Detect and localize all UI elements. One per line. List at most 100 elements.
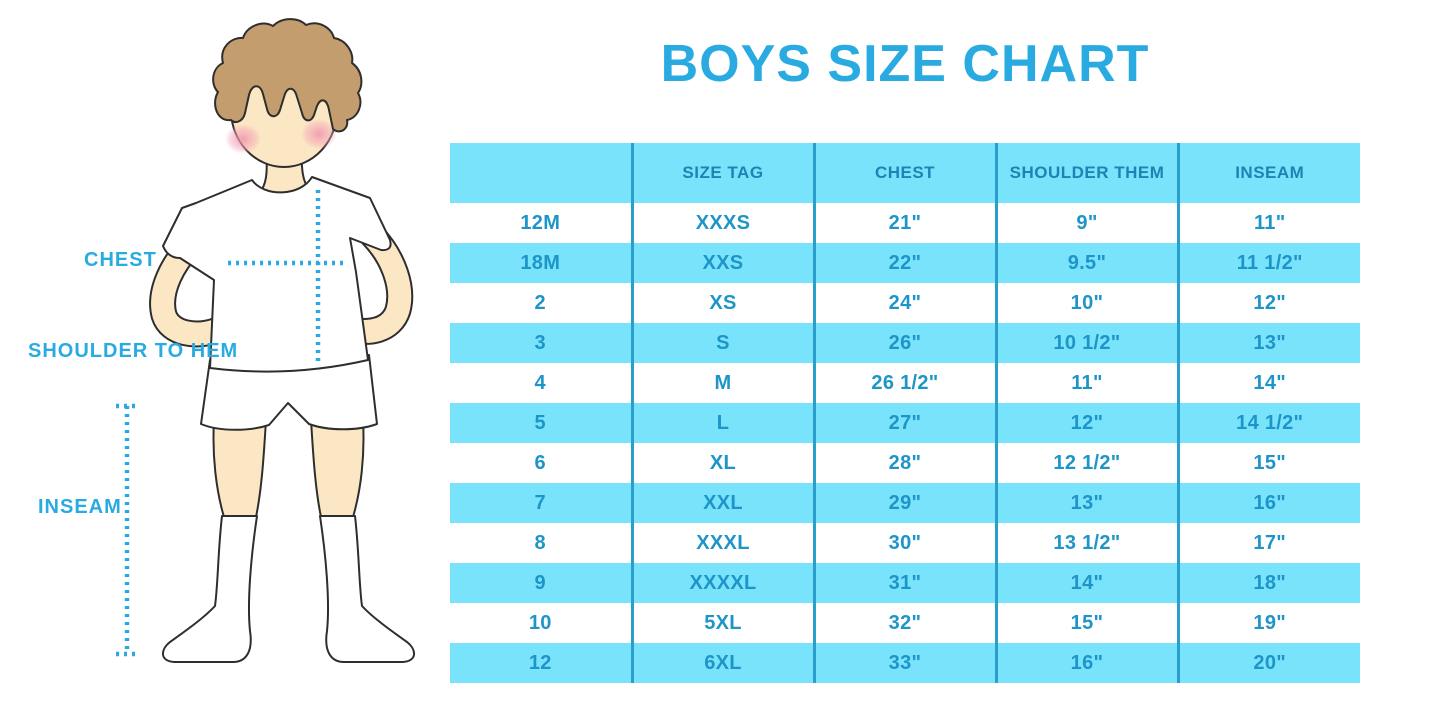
table-cell: 15" bbox=[994, 603, 1178, 643]
table-cell: 11 1/2" bbox=[1176, 243, 1360, 283]
boy-leg-left bbox=[212, 419, 268, 518]
size-table-body: 12M XXXS 21" 9" 11" 18M XXS 22" 9.5" 11 1/2" 2 XS 24… bbox=[450, 203, 1360, 683]
table-cell: 26 1/2" bbox=[812, 363, 996, 403]
table-cell: XL bbox=[630, 443, 814, 483]
table-row: 3 S 26" 10 1/2" 13" bbox=[450, 323, 1360, 363]
header-cell-0 bbox=[450, 143, 632, 203]
boy-tshirt bbox=[162, 176, 392, 373]
table-row: 18M XXS 22" 9.5" 11 1/2" bbox=[450, 243, 1360, 283]
table-cell: 29" bbox=[812, 483, 996, 523]
inseam-measure-line bbox=[116, 403, 139, 657]
size-age-cell: 18M bbox=[520, 251, 561, 274]
table-row: 12M XXXS 21" 9" 11" bbox=[450, 203, 1360, 243]
header-cell-3: SHOULDER THEM bbox=[994, 143, 1178, 203]
table-cell: 14" bbox=[994, 563, 1178, 603]
table-cell: 10" bbox=[994, 283, 1178, 323]
table-cell: 11" bbox=[994, 363, 1178, 403]
size-age-cell: 8 bbox=[534, 531, 546, 554]
table-cell: 16" bbox=[994, 643, 1178, 683]
header-cell-2: CHEST bbox=[812, 143, 996, 203]
table-row: 7 XXL 29" 13" 16" bbox=[450, 483, 1360, 523]
table-row: 8 XXXL 30" 13 1/2" 17" bbox=[450, 523, 1360, 563]
header-cell-1: SIZE TAG bbox=[630, 143, 814, 203]
size-age-cell: 4 bbox=[534, 371, 546, 394]
size-table-header: SIZE TAG CHEST SHOULDER THEM INSEAM bbox=[450, 143, 1360, 203]
table-cell: XS bbox=[630, 283, 814, 323]
table-cell: XXXXL bbox=[630, 563, 814, 603]
table-cell: 24" bbox=[812, 283, 996, 323]
table-cell: 20" bbox=[1176, 643, 1360, 683]
table-cell: M bbox=[630, 363, 814, 403]
inseam-label: INSEAM bbox=[38, 496, 122, 518]
boy-hair bbox=[212, 18, 363, 133]
size-age-cell: 10 bbox=[528, 611, 552, 634]
table-cell: 31" bbox=[812, 563, 996, 603]
table-row: 4 M 26 1/2" 11" 14" bbox=[450, 363, 1360, 403]
table-cell: L bbox=[630, 403, 814, 443]
table-cell: 27" bbox=[812, 403, 996, 443]
size-table: SIZE TAG CHEST SHOULDER THEM INSEAM 12M XXXS… bbox=[450, 143, 1360, 683]
table-cell: 12" bbox=[1176, 283, 1360, 323]
table-cell: 32" bbox=[812, 603, 996, 643]
boy-sock-right bbox=[319, 515, 415, 663]
table-cell: 11" bbox=[1176, 203, 1360, 243]
table-cell: 5XL bbox=[630, 603, 814, 643]
boy-illustration bbox=[116, 18, 415, 663]
table-cell: 6XL bbox=[630, 643, 814, 683]
boy-blush-right bbox=[301, 119, 337, 149]
boy-leg-right bbox=[309, 419, 365, 518]
table-cell: 22" bbox=[812, 243, 996, 283]
table-cell: 18" bbox=[1176, 563, 1360, 603]
table-cell: 13" bbox=[1176, 323, 1360, 363]
shoulder-to-hem-label: SHOULDER TO HEM bbox=[28, 340, 239, 362]
size-age-cell: 9 bbox=[534, 571, 546, 594]
boy-shorts bbox=[200, 354, 378, 431]
size-age-cell: 5 bbox=[534, 411, 546, 434]
size-age-cell: 12M bbox=[520, 211, 561, 234]
table-cell: 15" bbox=[1176, 443, 1360, 483]
table-cell: 14" bbox=[1176, 363, 1360, 403]
header-cell-4: INSEAM bbox=[1176, 143, 1360, 203]
table-cell: 19" bbox=[1176, 603, 1360, 643]
boy-blush-left bbox=[225, 124, 261, 154]
table-cell: 13 1/2" bbox=[994, 523, 1178, 563]
table-row: 2 XS 24" 10" 12" bbox=[450, 283, 1360, 323]
size-age-cell: 12 bbox=[528, 651, 552, 674]
table-cell: 17" bbox=[1176, 523, 1360, 563]
table-row: 5 L 27" 12" 14 1/2" bbox=[450, 403, 1360, 443]
table-row: 10 5XL 32" 15" 19" bbox=[450, 603, 1360, 643]
table-cell: 9.5" bbox=[994, 243, 1178, 283]
table-cell: 28" bbox=[812, 443, 996, 483]
chest-label: CHEST bbox=[84, 249, 157, 271]
size-age-cell: 6 bbox=[534, 451, 546, 474]
table-cell: S bbox=[630, 323, 814, 363]
table-cell: 33" bbox=[812, 643, 996, 683]
table-cell: 12 1/2" bbox=[994, 443, 1178, 483]
table-cell: XXL bbox=[630, 483, 814, 523]
table-cell: 13" bbox=[994, 483, 1178, 523]
table-row: 12 6XL 33" 16" 20" bbox=[450, 643, 1360, 683]
size-age-cell: 2 bbox=[534, 291, 546, 314]
header-row: SIZE TAG CHEST SHOULDER THEM INSEAM bbox=[450, 143, 1360, 203]
table-cell: XXS bbox=[630, 243, 814, 283]
table-cell: XXXL bbox=[630, 523, 814, 563]
table-row: 9 XXXXL 31" 14" 18" bbox=[450, 563, 1360, 603]
size-age-cell: 7 bbox=[534, 491, 546, 514]
table-cell: 26" bbox=[812, 323, 996, 363]
boy-sock-left bbox=[162, 515, 258, 663]
boy-arm-left bbox=[149, 226, 232, 348]
table-cell: 21" bbox=[812, 203, 996, 243]
table-cell: XXXS bbox=[630, 203, 814, 243]
table-cell: 9" bbox=[994, 203, 1178, 243]
table-cell: 12" bbox=[994, 403, 1178, 443]
page-title: BOYS SIZE CHART bbox=[660, 35, 1150, 93]
table-cell: 14 1/2" bbox=[1176, 403, 1360, 443]
size-age-cell: 3 bbox=[534, 331, 546, 354]
table-cell: 30" bbox=[812, 523, 996, 563]
table-cell: 10 1/2" bbox=[994, 323, 1178, 363]
boy-measurement-diagram: CHEST SHOULDER TO HEM INSEAM bbox=[0, 0, 450, 723]
table-cell: 16" bbox=[1176, 483, 1360, 523]
boy-arm-right bbox=[334, 221, 414, 345]
table-row: 6 XL 28" 12 1/2" 15" bbox=[450, 443, 1360, 483]
